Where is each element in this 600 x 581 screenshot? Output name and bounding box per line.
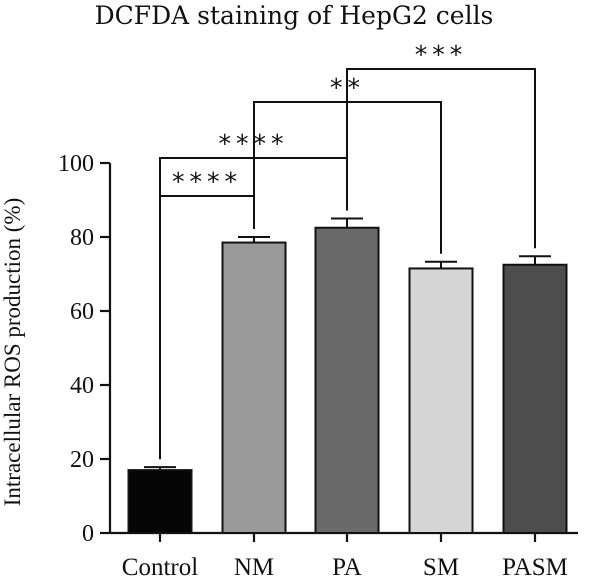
y-axis-label: Intracellular ROS production (%) (0, 198, 25, 507)
significance-label: *** (415, 40, 468, 69)
y-tick-label: 0 (82, 521, 94, 547)
y-tick-label: 80 (70, 225, 94, 251)
y-tick-label: 40 (70, 373, 94, 399)
x-tick-label: PA (332, 554, 362, 581)
significance-label: **** (219, 129, 289, 158)
bar-control (127, 469, 193, 535)
significance-label: ** (330, 73, 365, 102)
y-tick-label: 20 (70, 447, 94, 473)
bar-sm (408, 267, 474, 534)
bar-nm (221, 241, 287, 535)
x-tick-label: PASM (502, 554, 568, 581)
significance-label: **** (172, 167, 242, 196)
chart-title: DCFDA staining of HepG2 cells (95, 1, 494, 30)
bars (127, 217, 568, 535)
y-tick-label: 100 (58, 151, 94, 177)
bar-pasm (502, 263, 568, 534)
bar-pa (314, 226, 380, 534)
significance-brackets: ************* (159, 40, 536, 460)
significance-bracket (346, 68, 536, 249)
x-tick-label: NM (234, 554, 274, 581)
x-tick-label: SM (423, 554, 459, 581)
y-tick-label: 60 (70, 299, 94, 325)
x-tick-label: Control (122, 554, 198, 581)
